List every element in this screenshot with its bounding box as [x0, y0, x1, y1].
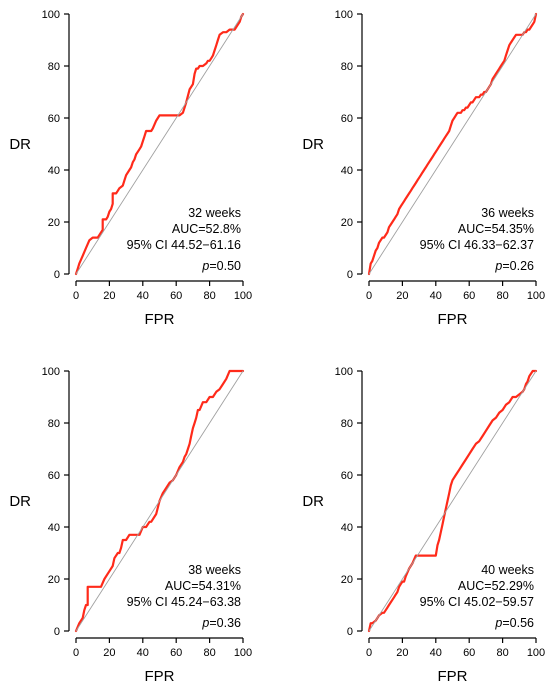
x-tick-label: 20: [396, 290, 408, 302]
x-tick-label: 40: [137, 647, 149, 659]
x-tick-label: 60: [463, 647, 475, 659]
x-tick-label: 20: [103, 647, 115, 659]
y-tick-label: 80: [341, 61, 353, 73]
roc-panel-1: 0 20 40 60 80 100 0 20 40 60 80 100 FPR DR 32 weeks AUC…: [9, 9, 252, 328]
auc-label: AUC=52.29%: [458, 579, 534, 593]
x-tick-label: 100: [527, 647, 545, 659]
p-value: =0.36: [209, 616, 241, 630]
y-tick-label: 100: [335, 366, 353, 378]
reference-diagonal-line: [368, 13, 537, 275]
p-value-label: p=0.26: [494, 259, 534, 273]
auc-label: AUC=54.31%: [165, 579, 241, 593]
x-tick-label: 80: [496, 647, 508, 659]
p-value-label: p=0.50: [201, 259, 241, 273]
y-tick-label: 80: [341, 418, 353, 430]
y-axis-title: DR: [9, 493, 31, 510]
x-tick-label: 100: [527, 290, 545, 302]
roc-curve: [74, 12, 245, 276]
y-tick-label: 20: [341, 574, 353, 586]
y-tick-label: 0: [54, 626, 60, 638]
roc-curve: [367, 369, 538, 633]
roc-panel-2: 0 20 40 60 80 100 0 20 40 60 80 100 FPR DR 36 weeks AUC…: [302, 9, 545, 328]
auc-label: AUC=52.8%: [172, 222, 241, 236]
gestation-label: 38 weeks: [188, 563, 241, 577]
gestation-label: 36 weeks: [481, 206, 534, 220]
p-symbol: p: [201, 616, 209, 630]
p-value-label: p=0.56: [494, 616, 534, 630]
x-tick-label: 20: [103, 290, 115, 302]
reference-diagonal-line: [75, 370, 244, 632]
y-tick-label: 60: [341, 113, 353, 125]
y-tick-label: 80: [48, 61, 60, 73]
x-tick-label: 0: [366, 647, 372, 659]
p-symbol: p: [201, 259, 209, 273]
x-axis-title: FPR: [438, 668, 468, 685]
y-tick-label: 100: [42, 9, 60, 21]
y-tick-label: 60: [341, 470, 353, 482]
x-tick-label: 0: [73, 290, 79, 302]
x-tick-label: 80: [203, 290, 215, 302]
x-tick-label: 100: [234, 290, 252, 302]
p-symbol: p: [494, 616, 502, 630]
ci-label: 95% CI 46.33−62.37: [420, 238, 534, 252]
roc-curve: [367, 12, 538, 276]
y-axis-title: DR: [9, 136, 31, 153]
roc-curve: [74, 369, 245, 633]
p-value: =0.26: [502, 259, 534, 273]
x-tick-label: 80: [203, 647, 215, 659]
y-tick-label: 60: [48, 470, 60, 482]
x-tick-label: 60: [170, 290, 182, 302]
roc-panel-4: 0 20 40 60 80 100 0 20 40 60 80 100 FPR DR 40 weeks AUC…: [302, 366, 545, 685]
ci-label: 95% CI 44.52−61.16: [127, 238, 241, 252]
y-tick-label: 40: [48, 522, 60, 534]
y-tick-label: 40: [341, 522, 353, 534]
ci-label: 95% CI 45.24−63.38: [127, 595, 241, 609]
reference-diagonal-line: [368, 370, 537, 632]
x-tick-label: 40: [430, 290, 442, 302]
p-symbol: p: [494, 259, 502, 273]
y-tick-label: 0: [54, 269, 60, 281]
y-axis-title: DR: [302, 493, 324, 510]
ci-label: 95% CI 45.02−59.57: [420, 595, 534, 609]
x-tick-label: 80: [496, 290, 508, 302]
x-tick-label: 0: [73, 647, 79, 659]
y-tick-label: 0: [347, 269, 353, 281]
y-tick-label: 0: [347, 626, 353, 638]
x-tick-label: 20: [396, 647, 408, 659]
auc-label: AUC=54.35%: [458, 222, 534, 236]
x-axis-title: FPR: [145, 311, 175, 328]
p-value-label: p=0.36: [201, 616, 241, 630]
x-tick-label: 40: [430, 647, 442, 659]
y-tick-label: 20: [48, 574, 60, 586]
p-value: =0.56: [502, 616, 534, 630]
y-tick-label: 80: [48, 418, 60, 430]
x-tick-label: 0: [366, 290, 372, 302]
x-tick-label: 60: [463, 290, 475, 302]
y-tick-label: 100: [335, 9, 353, 21]
y-tick-label: 20: [341, 217, 353, 229]
x-tick-label: 40: [137, 290, 149, 302]
reference-diagonal-line: [75, 13, 244, 275]
x-axis-title: FPR: [438, 311, 468, 328]
y-tick-label: 100: [42, 366, 60, 378]
p-value: =0.50: [209, 259, 241, 273]
y-tick-label: 40: [48, 165, 60, 177]
y-tick-label: 40: [341, 165, 353, 177]
x-tick-label: 100: [234, 647, 252, 659]
x-axis-title: FPR: [145, 668, 175, 685]
gestation-label: 40 weeks: [481, 563, 534, 577]
x-tick-label: 60: [170, 647, 182, 659]
roc-panel-3: 0 20 40 60 80 100 0 20 40 60 80 100 FPR DR 38 weeks AUC…: [9, 366, 252, 685]
y-axis-title: DR: [302, 136, 324, 153]
y-tick-label: 20: [48, 217, 60, 229]
gestation-label: 32 weeks: [188, 206, 241, 220]
y-tick-label: 60: [48, 113, 60, 125]
